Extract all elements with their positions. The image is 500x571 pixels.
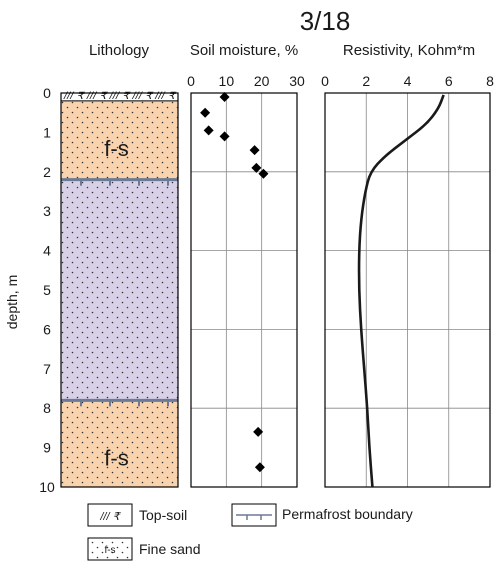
depth-tick-label-5: 5 <box>43 282 51 298</box>
moisture-tick-label-20: 20 <box>254 73 270 89</box>
legend-topsoil-symbol: /// ₹ <box>99 511 121 523</box>
depth-tick-labels: 0 1 2 3 4 5 6 7 8 9 10 <box>39 85 55 495</box>
depth-axis-label: depth, m <box>4 275 20 329</box>
depth-tick-label-4: 4 <box>43 243 51 259</box>
moisture-point-3 <box>219 131 230 142</box>
lithology-column: f-s f-s /// ₹ /// ₹ /// ₹ /// ₹ /// ₹ <box>60 91 179 488</box>
depth-tick-label-9: 9 <box>43 440 51 456</box>
resistivity-panel: 0 2 4 6 8 <box>321 73 494 488</box>
moisture-point-1 <box>200 107 211 118</box>
soil-moisture-title: Soil moisture, % <box>190 42 298 59</box>
depth-tick-label-2: 2 <box>43 164 51 180</box>
resistivity-title: Resistivity, Kohm*m <box>343 42 475 59</box>
resistivity-tick-label-0: 0 <box>321 73 329 89</box>
moisture-point-5 <box>251 162 262 173</box>
legend-permafrost-label: Permafrost boundary <box>282 506 413 522</box>
legend: /// ₹ Top-soil Permafrost boundary f-s F… <box>87 503 413 561</box>
legend-finesand-label: Fine sand <box>139 541 200 557</box>
figure-title: 3/18 <box>300 6 351 36</box>
moisture-point-0 <box>219 91 230 102</box>
moisture-point-4 <box>249 145 260 156</box>
resistivity-tick-label-2: 2 <box>362 73 370 89</box>
soil-moisture-panel: 0 10 20 30 <box>187 73 305 488</box>
depth-tick-label-8: 8 <box>43 400 51 416</box>
moisture-point-2 <box>203 125 214 136</box>
moisture-point-7 <box>253 426 264 437</box>
legend-finesand-swatch <box>87 537 133 561</box>
moisture-tick-label-30: 30 <box>289 73 305 89</box>
depth-tick-label-3: 3 <box>43 203 51 219</box>
topsoil-symbols: /// ₹ /// ₹ /// ₹ /// ₹ /// ₹ <box>63 91 177 102</box>
depth-tick-label-6: 6 <box>43 321 51 337</box>
lithology-layer-dots-2 <box>61 179 178 401</box>
lithology-frame <box>60 92 179 488</box>
lithology-layer-dots-3 <box>61 400 178 487</box>
moisture-point-8 <box>254 462 265 473</box>
resistivity-tick-label-4: 4 <box>404 73 412 89</box>
moisture-frame <box>190 92 298 488</box>
legend-finesand-symbol: f-s <box>104 545 115 556</box>
depth-tick-label-7: 7 <box>43 361 51 377</box>
depth-tick-label-0: 0 <box>43 85 51 101</box>
depth-tick-label-10: 10 <box>39 479 55 495</box>
lithology-layer-0 <box>61 93 178 101</box>
legend-topsoil-swatch <box>87 503 133 527</box>
legend-topsoil-label: Top-soil <box>139 507 187 523</box>
moisture-point-6 <box>258 168 269 179</box>
resistivity-frame <box>324 92 491 488</box>
lithology-title: Lithology <box>89 42 150 59</box>
lithology-layer-label: f-s <box>104 136 128 161</box>
resistivity-series-line <box>357 94 445 488</box>
moisture-tick-label-10: 10 <box>219 73 235 89</box>
resistivity-tick-label-6: 6 <box>445 73 453 89</box>
resistivity-tick-label-8: 8 <box>486 73 494 89</box>
lithology-layer-dots-1 <box>61 100 178 180</box>
lithology-layer-label: f-s <box>104 445 128 470</box>
depth-tick-label-1: 1 <box>43 124 51 140</box>
moisture-tick-label-0: 0 <box>187 73 195 89</box>
